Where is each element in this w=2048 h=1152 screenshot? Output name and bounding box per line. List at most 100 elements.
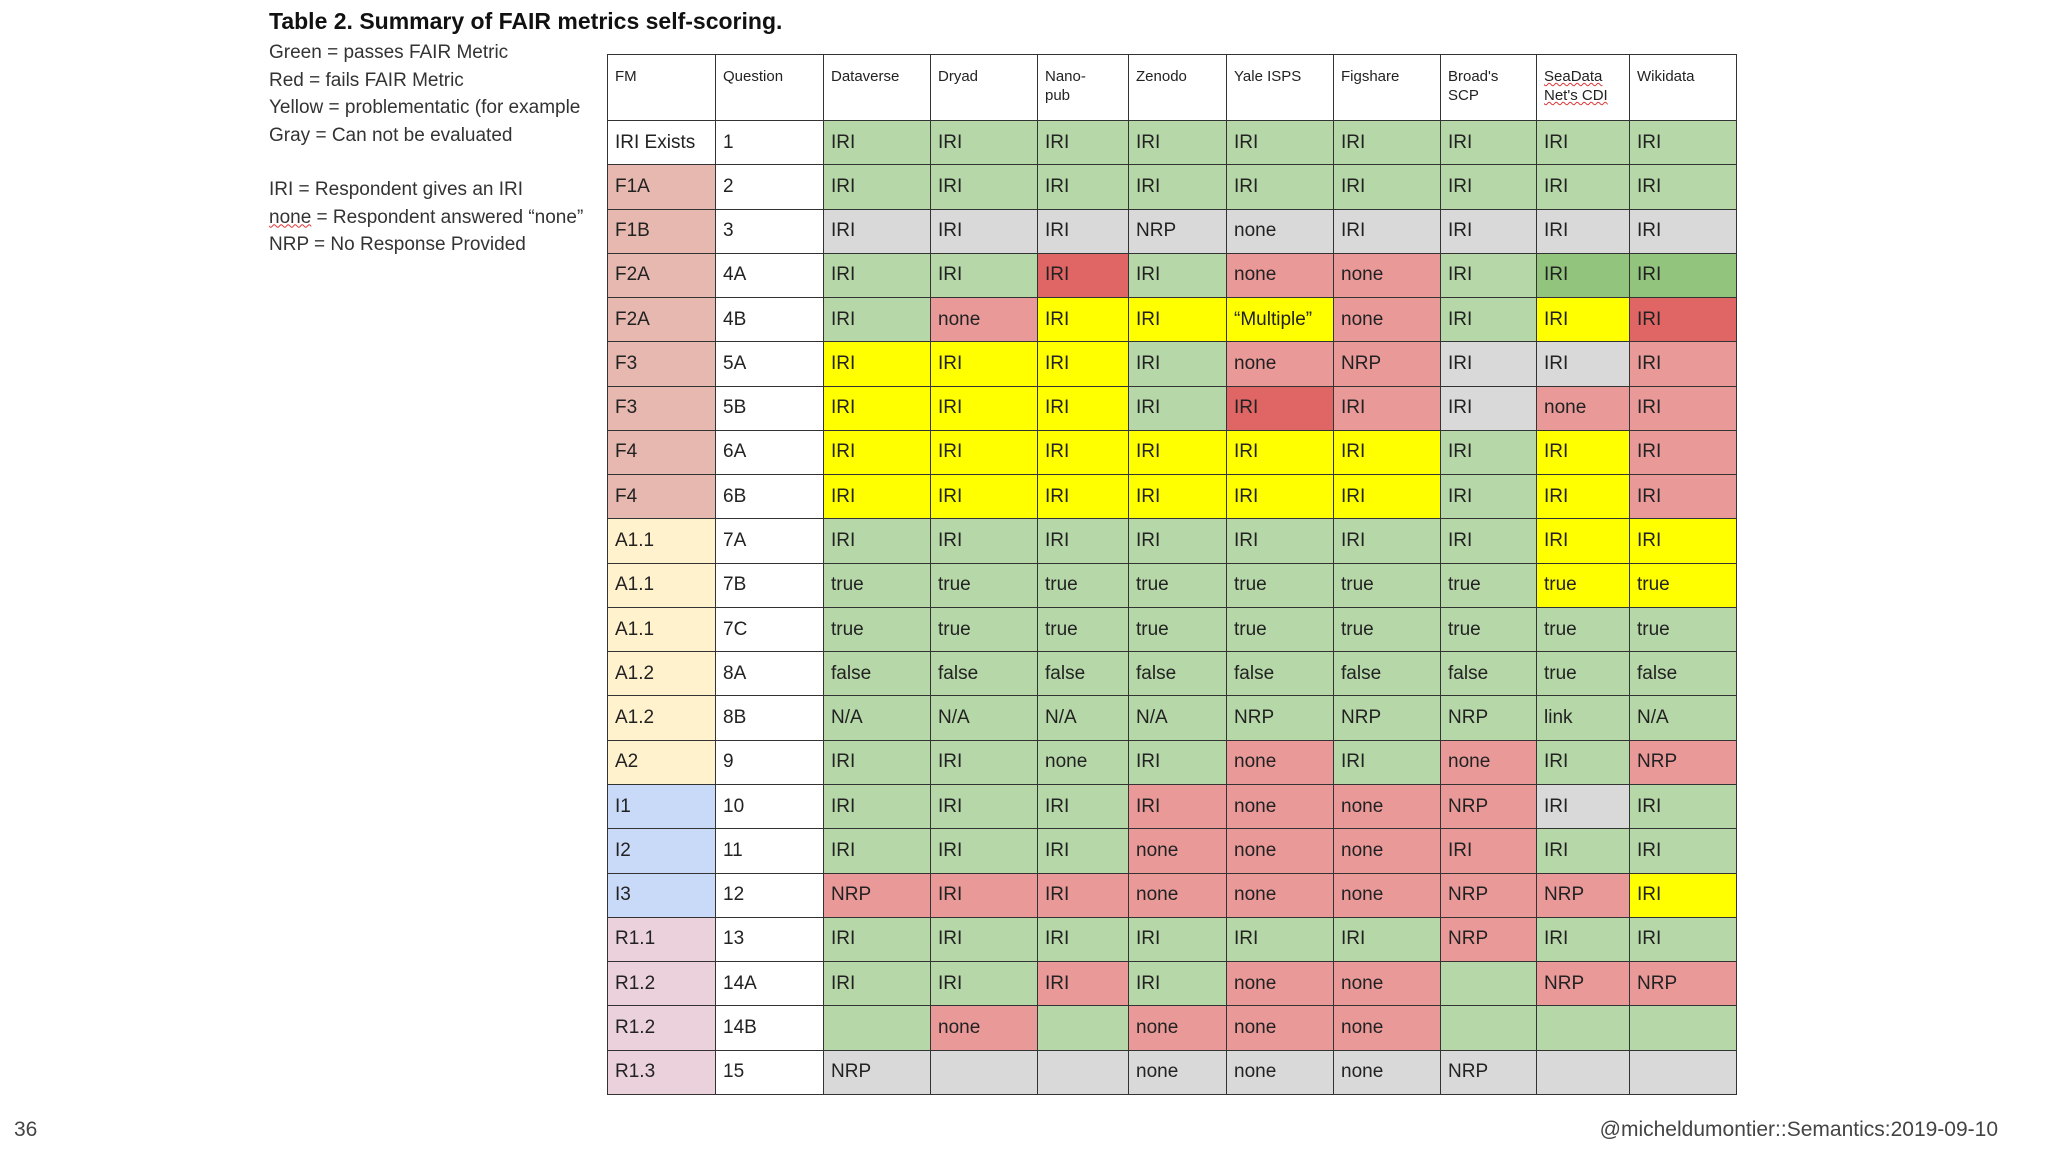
score-value: IRI: [1045, 397, 1070, 419]
score-value: IRI: [1341, 928, 1366, 950]
score-cell: IRI: [1440, 119, 1537, 166]
score-value: IRI: [938, 485, 963, 507]
column-header: Dryad: [930, 54, 1038, 121]
fm-cell: R1.2: [607, 961, 716, 1007]
score-value: IRI: [1341, 397, 1366, 419]
score-value: false: [1637, 662, 1678, 684]
score-cell: IRI: [1440, 518, 1537, 564]
score-value: IRI: [1045, 928, 1070, 950]
score-cell: NRP: [1629, 739, 1737, 785]
score-value: NRP: [1448, 707, 1489, 729]
score-cell: true: [1333, 562, 1441, 608]
score-cell: IRI: [1037, 518, 1129, 564]
fm-cell: F1B: [607, 208, 716, 254]
score-value: IRI: [1637, 884, 1662, 906]
score-value: true: [1448, 574, 1481, 596]
score-value: true: [938, 574, 971, 596]
score-cell: NRP: [1629, 961, 1737, 1007]
score-cell: IRI: [1037, 385, 1129, 431]
table-header-row: FM Question Dataverse Dryad Nano- pub Zenodo Y…: [607, 54, 1737, 121]
score-cell: IRI: [1629, 518, 1737, 564]
table-row: A1.2 8A false false false false false false fals…: [607, 651, 1737, 697]
column-header: Broad's SCP: [1440, 54, 1537, 121]
score-value: none: [938, 1016, 981, 1038]
score-value: true: [831, 618, 864, 640]
column-header: Zenodo: [1128, 54, 1227, 121]
score-cell: IRI: [1440, 208, 1537, 254]
fm-cell: A2: [607, 739, 716, 785]
score-cell: IRI: [1536, 164, 1630, 210]
column-header: Yale ISPS: [1226, 54, 1334, 121]
score-cell: IRI: [823, 518, 931, 564]
score-value: IRI: [1448, 220, 1473, 242]
fm-cell: A1.2: [607, 695, 716, 741]
score-cell: NRP: [1536, 872, 1630, 918]
fm-cell: A1.1: [607, 606, 716, 653]
table-row: A1.1 7B true true true true true true true true tr…: [607, 562, 1737, 608]
table-row: F3 5B IRI IRI IRI IRI IRI IRI IRI none IRI: [607, 385, 1737, 431]
question-cell: 2: [715, 164, 824, 210]
score-value: IRI: [1341, 485, 1366, 507]
table-row: A2 9 IRI IRI none IRI none IRI none IRI NRP: [607, 739, 1737, 785]
score-value: NRP: [1448, 795, 1489, 817]
score-value: IRI: [1234, 441, 1259, 463]
score-cell: IRI: [1226, 518, 1334, 564]
score-cell: IRI: [1440, 341, 1537, 387]
score-cell: none: [1128, 872, 1227, 918]
score-cell: NRP: [823, 872, 931, 918]
score-value: IRI: [831, 397, 856, 419]
score-value: none: [1234, 839, 1277, 861]
score-value: IRI: [831, 795, 856, 817]
score-cell: IRI: [1037, 783, 1129, 830]
score-cell: IRI: [1629, 119, 1737, 166]
score-value: none: [1136, 1061, 1179, 1083]
score-value: IRI: [831, 928, 856, 950]
score-cell: IRI: [823, 119, 931, 166]
score-value: none: [1341, 884, 1384, 906]
score-cell: NRP: [1536, 961, 1630, 1007]
question-cell: 4A: [715, 252, 824, 299]
score-value: none: [1341, 972, 1384, 994]
score-value: IRI: [1234, 928, 1259, 950]
score-cell: NRP: [823, 1049, 931, 1096]
score-cell: N/A: [930, 695, 1038, 741]
score-value: IRI: [1045, 530, 1070, 552]
score-cell: none: [1333, 297, 1441, 343]
column-header: Figshare: [1333, 54, 1441, 121]
score-cell: none: [1333, 1005, 1441, 1051]
score-value: IRI: [1136, 485, 1161, 507]
score-value: IRI: [1544, 530, 1569, 552]
abbrev-nrp: NRP = No Response Provided: [269, 234, 526, 255]
score-cell: IRI: [1536, 297, 1630, 343]
score-value: IRI: [1341, 530, 1366, 552]
score-value: IRI: [831, 972, 856, 994]
score-value: NRP: [1448, 928, 1489, 950]
fm-cell: F4: [607, 474, 716, 520]
score-value: none: [1136, 884, 1179, 906]
score-value: IRI: [1544, 928, 1569, 950]
score-value: IRI: [831, 308, 856, 330]
score-cell: none: [1440, 739, 1537, 785]
score-cell: IRI: [1333, 119, 1441, 166]
column-header: Question: [715, 54, 824, 121]
score-cell: IRI: [1037, 164, 1129, 210]
legend-green: Green = passes FAIR Metric: [269, 42, 509, 63]
score-cell: [1629, 1049, 1737, 1096]
question-cell: 7A: [715, 518, 824, 564]
score-cell: IRI: [1629, 828, 1737, 874]
abbrev-iri: IRI = Respondent gives an IRI: [269, 179, 524, 200]
question-cell: 11: [715, 828, 824, 874]
score-value: none: [1234, 264, 1277, 286]
score-cell: IRI: [1629, 252, 1737, 299]
score-cell: IRI: [1128, 341, 1227, 387]
score-cell: [1536, 1005, 1630, 1051]
score-value: none: [1341, 264, 1384, 286]
score-value: IRI: [1544, 220, 1569, 242]
score-value: IRI: [1637, 220, 1662, 242]
score-cell: [823, 1005, 931, 1051]
score-value: N/A: [1136, 707, 1168, 729]
score-value: IRI: [1544, 751, 1569, 773]
score-cell: IRI: [1536, 518, 1630, 564]
table-row: F1A 2 IRI IRI IRI IRI IRI IRI IRI IRI IRI: [607, 164, 1737, 210]
score-cell: NRP: [1440, 916, 1537, 963]
